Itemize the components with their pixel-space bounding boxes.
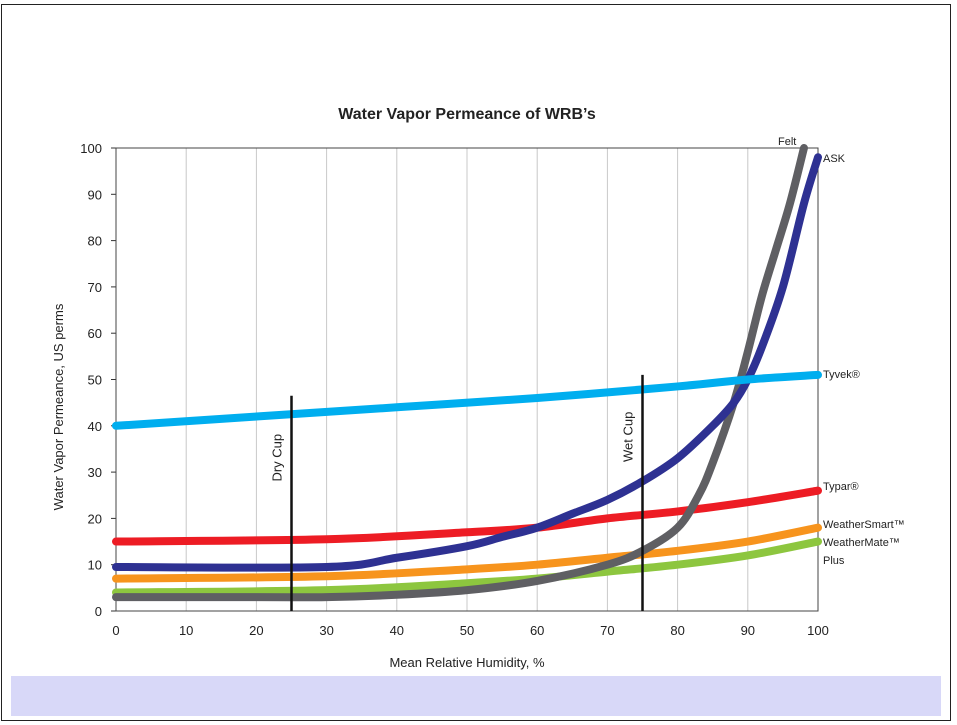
x-tick-label-100: 100 [807, 623, 829, 638]
y-tick-label-20: 20 [88, 511, 102, 526]
y-tick-label-80: 80 [88, 234, 102, 249]
y-axis-label: Water Vapor Permeance, US perms [51, 303, 66, 510]
series-line-felt [112, 144, 808, 602]
y-tick-label-100: 100 [80, 141, 102, 156]
series-label-tyvek: Tyvek® [823, 369, 860, 381]
chart-title: Water Vapor Permeance of WRB’s [338, 106, 596, 123]
series-label-ask: ASK [823, 153, 846, 165]
series-line-ask [112, 153, 822, 572]
x-tick-label-30: 30 [319, 623, 333, 638]
series-label-felt: Felt [778, 136, 796, 148]
chart-frame [1, 4, 951, 721]
series-label-weathersmart: WeatherSmart™ [823, 519, 905, 531]
annotations: Dry Cup Wet Cup [270, 374, 644, 611]
y-tick-label-40: 40 [88, 419, 102, 434]
x-tick-label-80: 80 [670, 623, 684, 638]
annotation-label-dry-cup: Dry Cup [270, 434, 285, 482]
y-tick-label-60: 60 [88, 326, 102, 341]
annotation-label-wet-cup: Wet Cup [621, 412, 636, 462]
x-tick-label-50: 50 [460, 623, 474, 638]
axes: 0 10 20 30 40 50 60 70 80 90 100 0 10 20 30 40 50 60 70 80 9… [80, 141, 829, 638]
y-tick-label-90: 90 [88, 187, 102, 202]
x-axis-label: Mean Relative Humidity, % [389, 655, 545, 670]
x-tick-label-90: 90 [741, 623, 755, 638]
y-tick-label-70: 70 [88, 280, 102, 295]
x-tick-label-40: 40 [390, 623, 404, 638]
caption-band [11, 676, 941, 716]
y-tick-label-30: 30 [88, 465, 102, 480]
x-tick-label-70: 70 [600, 623, 614, 638]
x-tick-label-60: 60 [530, 623, 544, 638]
series-line-weathersmart [112, 523, 822, 583]
y-tick-label-50: 50 [88, 373, 102, 388]
x-tick-label-0: 0 [112, 623, 119, 638]
y-tick-label-0: 0 [95, 604, 102, 619]
y-tick-label-10: 10 [88, 558, 102, 573]
plot-area-border [115, 147, 819, 612]
x-tick-label-20: 20 [249, 623, 263, 638]
series-group [112, 144, 822, 602]
series-label-typar: Typar® [823, 481, 859, 493]
series-line-tyvek [112, 370, 822, 430]
x-tick-label-10: 10 [179, 623, 193, 638]
series-label-weathermate-plus: Plus [823, 555, 845, 567]
series-label-weathermate: WeatherMate™ [823, 537, 900, 549]
